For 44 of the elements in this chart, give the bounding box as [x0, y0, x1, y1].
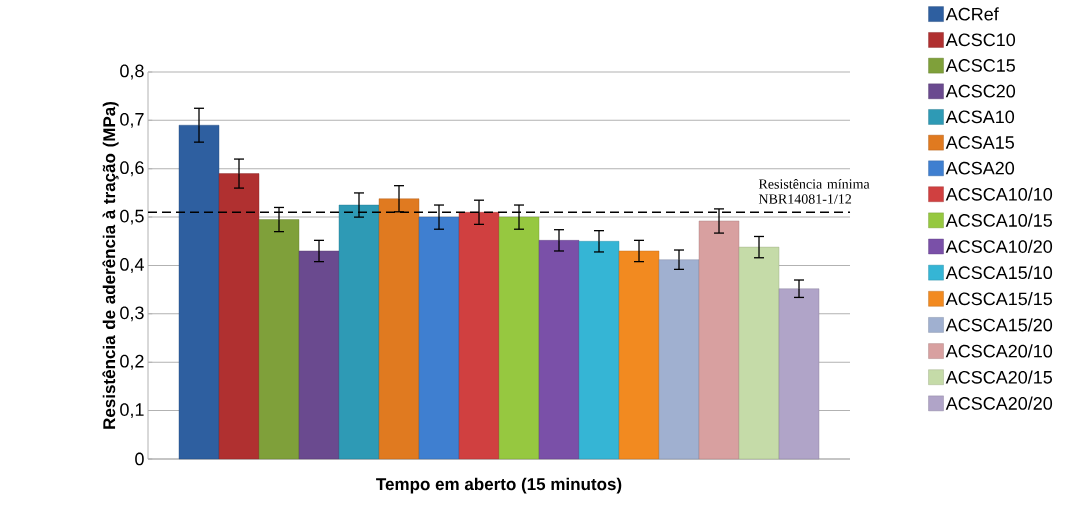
legend-label: ACSCA15/20: [945, 318, 1053, 332]
legend-label: ACSCA10/10: [945, 187, 1053, 201]
legend-label: ACSCA10/20: [945, 239, 1053, 253]
bar: [258, 219, 300, 460]
y-tick-label: 0,1: [120, 403, 144, 419]
bar: [698, 220, 740, 460]
y-tick-label: 0,3: [120, 306, 144, 322]
bar: [538, 240, 580, 460]
legend-label: ACSA10: [945, 110, 1015, 124]
legend-label: ACSCA20/10: [945, 344, 1053, 358]
legend-label: ACSCA10/15: [945, 213, 1053, 227]
y-axis-title: Resistência de aderência à tração (MPa): [102, 101, 119, 429]
y-tick-label: 0,5: [120, 209, 144, 225]
legend-label: ACSCA20/20: [945, 396, 1053, 410]
y-tick-label: 0,8: [120, 64, 144, 80]
legend-label: ACSC15: [945, 59, 1015, 72]
bar: [658, 259, 700, 460]
bar: [378, 198, 420, 460]
legend-label: ACRef: [945, 7, 999, 21]
bar: [778, 288, 820, 460]
bar: [178, 125, 220, 460]
bar: [458, 212, 500, 460]
y-tick-label: 0,2: [120, 354, 144, 370]
bar: [498, 216, 540, 460]
legend-label: ACSC10: [945, 33, 1016, 47]
legend-label: ACSCA20/15: [945, 370, 1053, 384]
legend-label: ACSCA15/10: [945, 265, 1053, 280]
y-tick-label: 0,7: [120, 112, 144, 128]
legend-label: ACSA20: [945, 161, 1015, 175]
bar: [338, 204, 380, 460]
bar: [578, 241, 620, 460]
bar: [218, 173, 260, 460]
y-tick-label: 0,6: [120, 161, 144, 177]
y-tick-label: 0,4: [120, 258, 144, 273]
bar: [738, 246, 780, 460]
ref-line-label: Resistência mínima NBR14081-1/12: [758, 178, 870, 204]
bar: [618, 250, 660, 460]
x-axis-title: Tempo em aberto (15 minutos): [376, 477, 622, 494]
legend-label: ACSC20: [945, 84, 1016, 98]
bar: [298, 250, 340, 460]
y-tick-label: 0: [135, 452, 144, 466]
legend-label: ACSA15: [945, 136, 1014, 149]
bar: [418, 216, 460, 460]
legend-label: ACSCA15/15: [945, 292, 1053, 306]
